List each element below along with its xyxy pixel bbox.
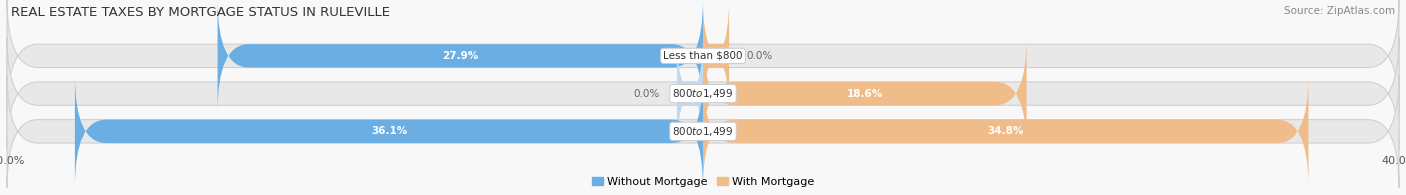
Text: 0.0%: 0.0% bbox=[747, 51, 773, 61]
FancyBboxPatch shape bbox=[703, 37, 1026, 150]
FancyBboxPatch shape bbox=[7, 37, 1399, 150]
Text: REAL ESTATE TAXES BY MORTGAGE STATUS IN RULEVILLE: REAL ESTATE TAXES BY MORTGAGE STATUS IN … bbox=[11, 6, 391, 19]
Text: $800 to $1,499: $800 to $1,499 bbox=[672, 87, 734, 100]
Legend: Without Mortgage, With Mortgage: Without Mortgage, With Mortgage bbox=[588, 172, 818, 191]
Text: 34.8%: 34.8% bbox=[987, 126, 1024, 136]
Text: 0.0%: 0.0% bbox=[633, 89, 659, 99]
FancyBboxPatch shape bbox=[697, 0, 734, 112]
Text: 27.9%: 27.9% bbox=[441, 51, 478, 61]
Text: $800 to $1,499: $800 to $1,499 bbox=[672, 125, 734, 138]
Text: 18.6%: 18.6% bbox=[846, 89, 883, 99]
FancyBboxPatch shape bbox=[672, 37, 709, 150]
FancyBboxPatch shape bbox=[75, 75, 703, 188]
Text: Source: ZipAtlas.com: Source: ZipAtlas.com bbox=[1284, 6, 1395, 16]
FancyBboxPatch shape bbox=[7, 75, 1399, 188]
Text: 36.1%: 36.1% bbox=[371, 126, 408, 136]
FancyBboxPatch shape bbox=[218, 0, 703, 112]
FancyBboxPatch shape bbox=[703, 75, 1309, 188]
Text: Less than $800: Less than $800 bbox=[664, 51, 742, 61]
FancyBboxPatch shape bbox=[7, 0, 1399, 112]
